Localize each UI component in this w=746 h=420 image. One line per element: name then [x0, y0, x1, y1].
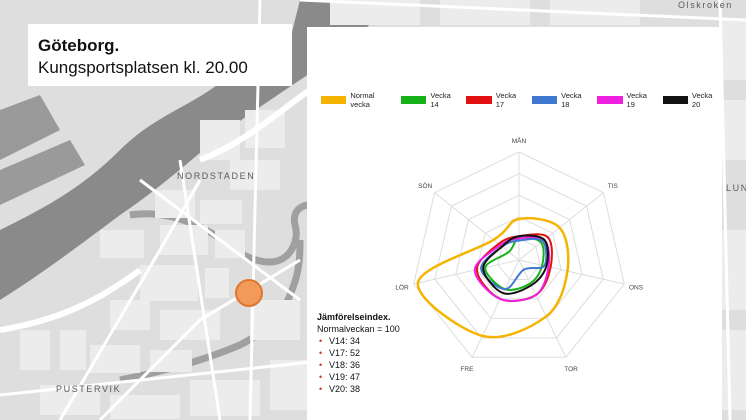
chart-legend: Normal vecka Vecka 14 Vecka 17 Vecka 18 …	[321, 91, 722, 109]
legend-item-v19: Vecka 19	[597, 91, 656, 109]
bullet-icon: •	[319, 372, 323, 382]
grid-spoke	[518, 192, 604, 261]
legend-swatch	[597, 96, 623, 104]
location-marker	[235, 279, 263, 307]
index-item-text: V17: 52	[329, 348, 361, 358]
axis-label: SÖN	[418, 182, 432, 190]
axis-label: FRE	[460, 366, 474, 373]
index-item-text: V19: 47	[329, 372, 361, 382]
radar-chart: MÅN TIS ONS TOR FRE LÖR SÖN	[395, 136, 644, 373]
grid-spoke	[471, 259, 520, 358]
axis-label: MÅN	[512, 136, 527, 145]
index-item: • V17: 52	[317, 347, 400, 359]
grid-ring	[413, 151, 625, 358]
legend-item-v14: Vecka 14	[401, 91, 460, 109]
comparison-index: Jämförelseindex. Normalveckan = 100 • V14…	[317, 311, 400, 395]
grid-spoke	[518, 259, 567, 358]
legend-swatch	[401, 96, 427, 104]
index-heading: Jämförelseindex.	[317, 312, 391, 322]
axis-label: TOR	[564, 366, 578, 373]
legend-swatch	[531, 96, 558, 104]
map-label-nordstaden: NORDSTADEN	[177, 171, 256, 181]
grid-spoke	[413, 259, 520, 285]
index-base: Normalveckan = 100	[317, 324, 400, 334]
legend-label: Vecka 14	[430, 91, 451, 109]
grid-ring	[497, 237, 541, 280]
legend-label: Vecka 20	[691, 91, 713, 109]
harbor-2	[0, 140, 85, 205]
legend-item-v17: Vecka 17	[466, 91, 525, 109]
index-item: • V14: 34	[317, 335, 400, 347]
legend-label: Vecka 17	[495, 91, 517, 109]
bullet-icon: •	[319, 384, 323, 394]
place-subtitle: Kungsportsplatsen kl. 20.00	[38, 58, 248, 77]
index-item-text: V18: 36	[329, 360, 361, 370]
legend-label: Normal vecka	[350, 91, 375, 109]
bullet-icon: •	[319, 360, 323, 370]
bullet-icon: •	[319, 348, 323, 358]
river	[0, 0, 390, 300]
map-label-olskroken: Olskroken	[678, 0, 733, 10]
harbor	[0, 95, 60, 160]
map-label-pustervik: PUSTERVIK	[56, 384, 122, 394]
index-item: • V19: 47	[317, 371, 400, 383]
index-item-text: V20: 38	[329, 384, 361, 394]
series-line	[484, 236, 545, 291]
legend-item-v20: Vecka 20	[662, 91, 722, 109]
legend-item-normal: Normal vecka	[321, 91, 395, 109]
legend-label: Vecka 19	[626, 91, 647, 109]
grid-ring	[434, 173, 604, 339]
city-title: Göteborg.	[38, 36, 120, 55]
map-label-lun: LUN	[726, 183, 746, 193]
series-line	[482, 234, 549, 295]
index-item-text: V14: 34	[329, 336, 361, 346]
grid-ring	[476, 216, 562, 300]
legend-swatch	[321, 96, 347, 104]
grid-spoke	[518, 259, 625, 285]
index-item: • V18: 36	[317, 359, 400, 371]
axis-label: TIS	[608, 183, 619, 190]
index-item: • V20: 38	[317, 383, 400, 395]
legend-swatch	[662, 96, 688, 104]
axis-label: LÖR	[395, 284, 409, 292]
title-card: Göteborg. Kungsportsplatsen kl. 20.00	[28, 24, 292, 86]
grid-ring	[455, 194, 583, 319]
axis-label: ONS	[629, 285, 644, 292]
bullet-icon: •	[319, 336, 323, 346]
grid-spoke	[434, 192, 520, 261]
canal	[129, 201, 311, 266]
legend-item-v18: Vecka 18	[531, 91, 591, 109]
chart-card: MÅN TIS ONS TOR FRE LÖR SÖN Normal vecka Vecka…	[307, 27, 722, 420]
index-list: • V14: 34 • V17: 52 • V18: 36 • V19: 47 • V20…	[317, 335, 400, 395]
legend-label: Vecka 18	[561, 91, 582, 109]
series-line	[416, 216, 570, 339]
legend-swatch	[466, 96, 492, 104]
